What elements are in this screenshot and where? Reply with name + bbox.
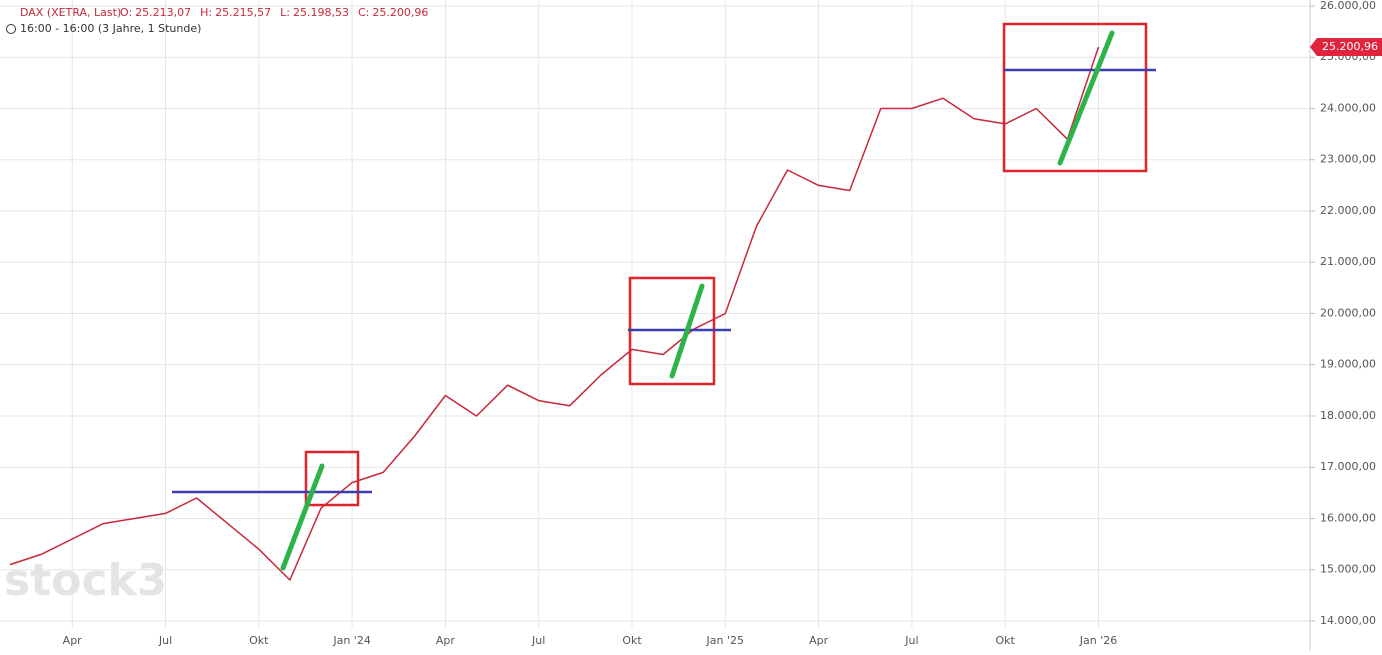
ohlc-value: 25.200,96 xyxy=(372,6,428,19)
subtitle: 16:00 - 16:00 (3 Jahre, 1 Stunde) xyxy=(20,22,201,35)
box xyxy=(304,450,360,507)
x-tick-label: Okt xyxy=(249,634,269,647)
clock-icon xyxy=(6,24,16,34)
ohlc-label: C: xyxy=(358,6,369,19)
box xyxy=(1002,22,1148,173)
legend-header: DAX (XETRA, Last) 16:00 - 16:00 (3 Jahre… xyxy=(6,6,428,35)
title: DAX (XETRA, Last) xyxy=(20,6,121,19)
last-price-tag xyxy=(1310,37,1382,56)
y-tick-label: 21.000,00 xyxy=(1320,255,1376,268)
ohlc-value: 25.215,57 xyxy=(215,6,271,19)
trend-line xyxy=(1057,30,1115,166)
y-tick-label: 16.000,00 xyxy=(1320,511,1376,524)
y-tick-label: 23.000,00 xyxy=(1320,153,1376,166)
x-tick-label: Okt xyxy=(622,634,642,647)
ohlc-label: O: xyxy=(120,6,132,19)
y-tick-label: 18.000,00 xyxy=(1320,409,1376,422)
drawings xyxy=(172,22,1156,571)
x-tick-label: Jul xyxy=(531,634,545,647)
x-tick-label: Jan '24 xyxy=(332,634,370,647)
y-tick-label: 19.000,00 xyxy=(1320,358,1376,371)
y-tick-label: 24.000,00 xyxy=(1320,101,1376,114)
ohlc-label: L: xyxy=(280,6,290,19)
plot xyxy=(9,46,1100,581)
y-tick-label: 17.000,00 xyxy=(1320,460,1376,473)
x-tick-label: Apr xyxy=(809,634,829,647)
trend-line xyxy=(669,283,705,379)
x-tick-label: Apr xyxy=(436,634,456,647)
x-tick-label: Jan '25 xyxy=(706,634,744,647)
x-tick-label: Jul xyxy=(904,634,918,647)
y-tick-label: 15.000,00 xyxy=(1320,563,1376,576)
y-tick-label: 20.000,00 xyxy=(1320,306,1376,319)
y-tick-label: 26.000,00 xyxy=(1320,0,1376,12)
grid xyxy=(0,0,1310,628)
x-tick-label: Jul xyxy=(158,634,172,647)
y-tick-label: 14.000,00 xyxy=(1320,614,1376,627)
y-tick-label: 22.000,00 xyxy=(1320,204,1376,217)
trend-line xyxy=(280,463,325,571)
x-tick-label: Jan '26 xyxy=(1079,634,1117,647)
ohlc-value: 25.198,53 xyxy=(293,6,349,19)
ohlc-label: H: xyxy=(200,6,212,19)
last-price-label: 25.200,96 xyxy=(1322,40,1378,53)
price-line xyxy=(9,46,1100,581)
watermark: stock3 xyxy=(4,555,167,606)
ohlc-value: 25.213,07 xyxy=(135,6,191,19)
x-tick-label: Apr xyxy=(63,634,83,647)
x-tick-label: Okt xyxy=(996,634,1016,647)
